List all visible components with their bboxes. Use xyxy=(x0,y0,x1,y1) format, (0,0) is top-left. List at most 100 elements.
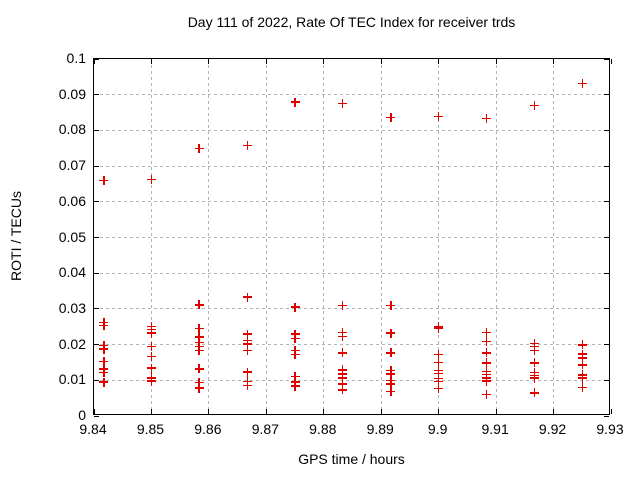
data-point-marker xyxy=(386,369,396,379)
axis-tick xyxy=(438,409,440,414)
data-point-marker xyxy=(290,381,300,391)
axis-tick xyxy=(604,94,609,96)
y-gridline xyxy=(94,237,609,238)
data-point-marker xyxy=(194,383,204,393)
data-point-marker xyxy=(194,332,204,342)
data-point-marker xyxy=(530,373,540,383)
data-point-marker xyxy=(146,341,156,351)
data-point-marker xyxy=(242,292,252,302)
axis-tick xyxy=(604,379,609,381)
x-tick-label: 9.91 xyxy=(481,421,509,437)
data-point-marker xyxy=(386,328,396,338)
data-point-marker xyxy=(99,377,109,387)
data-point-marker xyxy=(99,367,109,377)
data-point-marker xyxy=(530,358,540,368)
chart-title: Day 111 of 2022, Rate Of TEC Index for r… xyxy=(187,14,516,30)
x-tick-label: 9.85 xyxy=(136,421,165,437)
data-point-marker xyxy=(194,377,204,387)
x-gridline xyxy=(208,59,210,414)
data-point-marker xyxy=(386,348,396,358)
x-tick-label: 9.88 xyxy=(309,421,337,437)
data-point-marker xyxy=(146,328,156,338)
data-point-marker xyxy=(386,379,396,389)
data-point-marker xyxy=(290,302,300,312)
data-point-marker xyxy=(577,79,587,89)
x-gridline xyxy=(553,59,555,414)
axis-tick xyxy=(604,344,609,346)
axis-tick xyxy=(604,201,609,203)
axis-tick xyxy=(94,237,99,238)
axis-tick xyxy=(94,129,99,131)
data-point-marker xyxy=(99,175,109,185)
x-gridline xyxy=(323,59,325,414)
data-point-marker xyxy=(242,346,252,356)
axis-tick xyxy=(604,237,609,238)
axis-tick xyxy=(495,59,497,64)
data-point-marker xyxy=(338,98,348,108)
data-point-marker xyxy=(530,346,540,356)
data-point-marker xyxy=(290,372,300,382)
data-point-marker xyxy=(338,373,348,383)
axis-tick xyxy=(323,59,325,64)
y-tick-label: 0.02 xyxy=(58,335,86,352)
x-tick-label: 9.87 xyxy=(251,421,279,437)
data-point-marker xyxy=(481,336,491,346)
data-point-marker xyxy=(434,357,444,367)
data-point-marker xyxy=(99,356,109,366)
data-point-marker xyxy=(146,363,156,373)
axis-tick xyxy=(380,409,382,414)
x-tick-label: 9.84 xyxy=(79,421,107,437)
data-point-marker xyxy=(242,140,252,150)
axis-tick xyxy=(94,272,99,274)
x-tick-label: 9.92 xyxy=(538,421,567,437)
y-gridline xyxy=(94,344,609,346)
data-point-marker xyxy=(290,350,300,360)
y-tick-label: 0.08 xyxy=(58,121,86,138)
axis-tick xyxy=(94,165,99,167)
y-gridline xyxy=(94,94,609,96)
data-point-marker xyxy=(242,381,252,391)
axis-tick xyxy=(610,409,612,414)
data-point-marker xyxy=(481,390,491,400)
y-gridline xyxy=(94,379,609,381)
axis-tick xyxy=(94,58,99,60)
data-point-marker xyxy=(577,373,587,383)
data-point-marker xyxy=(577,382,587,392)
y-tick-label: 0.05 xyxy=(58,228,86,245)
x-tick-label: 9.89 xyxy=(366,421,394,437)
axis-tick xyxy=(208,409,210,414)
y-tick-label: 0 xyxy=(78,407,86,423)
x-tick-label: 9.93 xyxy=(596,421,624,437)
axis-tick xyxy=(604,129,609,131)
axis-tick xyxy=(323,409,325,414)
y-tick-label: 0.1 xyxy=(66,50,86,66)
axis-tick xyxy=(265,409,267,414)
data-point-marker xyxy=(481,358,491,368)
data-point-marker xyxy=(481,113,491,123)
data-point-marker xyxy=(338,300,348,310)
axis-tick xyxy=(94,379,99,381)
y-gridline xyxy=(94,129,609,131)
y-tick-label: 0.01 xyxy=(58,371,86,388)
data-point-marker xyxy=(194,346,204,356)
axis-tick xyxy=(150,59,152,64)
data-point-marker xyxy=(194,324,204,334)
y-tick-label: 0.09 xyxy=(58,85,86,102)
axis-tick xyxy=(208,59,210,64)
x-tick-label: 9.9 xyxy=(427,421,448,437)
axis-tick xyxy=(94,201,99,203)
data-point-marker xyxy=(434,323,444,333)
axis-tick xyxy=(604,165,609,167)
data-point-marker xyxy=(290,97,300,107)
data-point-marker xyxy=(338,385,348,395)
x-gridline xyxy=(150,59,152,414)
axis-tick xyxy=(380,59,382,64)
axis-tick xyxy=(94,344,99,346)
data-point-marker xyxy=(386,300,396,310)
y-tick-label: 0.04 xyxy=(58,264,86,281)
axis-tick xyxy=(438,59,440,64)
axis-tick xyxy=(94,94,99,96)
axis-tick xyxy=(604,308,609,310)
data-point-marker xyxy=(481,348,491,358)
